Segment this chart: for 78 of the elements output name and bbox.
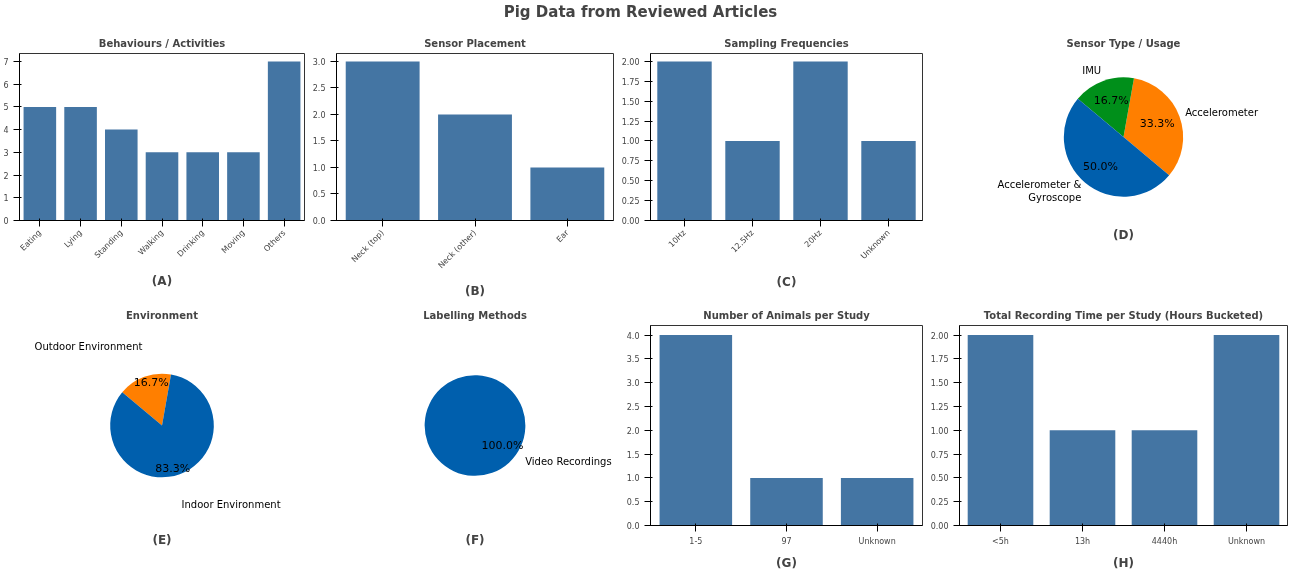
chart-title: Sampling Frequencies — [724, 37, 849, 49]
y-tick-label: 0.5 — [626, 498, 640, 508]
y-tick-label: 3.0 — [312, 57, 326, 67]
text: (A) — [151, 273, 173, 288]
y-tick-label: 3.0 — [626, 379, 640, 389]
text: (G) — [776, 555, 797, 570]
y-tick-label: 1.5 — [626, 450, 640, 460]
data-label: 16.7% — [133, 375, 169, 389]
y-tick-label: 2.00 — [621, 57, 640, 67]
y-tick-label: 1.75 — [930, 355, 949, 365]
chart-title: Environment — [126, 309, 199, 321]
y-tick-label: 0.75 — [930, 450, 949, 460]
y-tick-label: 1.5 — [312, 137, 326, 147]
data-label: 16.7% — [1093, 94, 1129, 108]
y-tick-label: 0.0 — [312, 217, 326, 226]
chart-title: Sensor Placement — [424, 37, 527, 49]
text: (B) — [464, 283, 486, 298]
x-tick-label: Unknown — [858, 536, 896, 546]
y-tick-label: 0.00 — [621, 217, 640, 226]
chart-title: Behaviours / Activities — [98, 37, 226, 49]
y-tick-label: 2.0 — [312, 110, 326, 120]
x-tick-label: 1-5 — [689, 536, 703, 546]
y-tick-label: 7 — [3, 57, 9, 67]
y-tick-label: 4 — [3, 126, 9, 136]
slice-label: Accelerometer — [1185, 107, 1259, 119]
chart-title: Number of Animals per Study — [703, 309, 871, 321]
text: (C) — [776, 274, 797, 289]
slice-label: Accelerometer & Gyroscope — [997, 179, 1082, 204]
text: (H) — [1112, 555, 1135, 570]
y-tick-label: 2 — [3, 171, 9, 181]
y-tick-label: 1 — [3, 194, 9, 204]
slice-label: Video Recordings — [525, 455, 612, 467]
text: Pig Data from Reviewed Articles — [503, 2, 778, 21]
data-label: 83.3% — [155, 462, 191, 476]
y-tick-label: 0.50 — [621, 177, 640, 187]
x-tick-label: 97 — [781, 536, 792, 546]
y-tick-label: 1.0 — [312, 163, 326, 173]
x-tick-label: Unknown — [1227, 536, 1266, 546]
y-tick-label: 0.00 — [930, 522, 949, 531]
y-tick-label: 1.25 — [930, 402, 949, 412]
y-tick-label: 0.5 — [312, 190, 326, 200]
chart-title: Sensor Type / Usage — [1066, 37, 1181, 49]
y-tick-label: 0.0 — [626, 522, 640, 531]
y-tick-label: 6 — [3, 80, 9, 90]
y-tick-label: 1.00 — [930, 426, 949, 436]
y-tick-label: 2.0 — [626, 426, 640, 436]
slice-label: Outdoor Environment — [34, 340, 143, 352]
y-tick-label: 0.25 — [930, 498, 949, 508]
x-tick-label: <5h — [992, 536, 1009, 546]
data-label: 50.0% — [1083, 160, 1118, 174]
y-tick-label: 0.75 — [621, 157, 640, 167]
y-tick-label: 4.0 — [626, 331, 640, 341]
slice-label: IMU — [1082, 65, 1102, 77]
y-tick-label: 3 — [3, 148, 9, 158]
y-tick-label: 1.50 — [930, 379, 949, 389]
y-tick-label: 1.00 — [621, 137, 640, 147]
y-tick-label: 3.5 — [626, 355, 640, 365]
y-tick-label: 2.5 — [626, 402, 640, 412]
text: (F) — [465, 532, 485, 547]
y-tick-label: 5 — [3, 103, 9, 113]
data-label: 33.3% — [1139, 117, 1175, 131]
y-tick-label: 0.50 — [930, 474, 949, 484]
chart-title: Total Recording Time per Study (Hours Bucketed) — [983, 309, 1264, 321]
y-tick-label: 0 — [3, 217, 9, 226]
slice-label: Indoor Environment — [181, 499, 281, 511]
y-tick-label: 0.25 — [621, 197, 640, 207]
y-tick-label: 1.75 — [621, 77, 640, 87]
y-tick-label: 1.25 — [621, 117, 640, 127]
x-tick-label: 13h — [1074, 536, 1091, 546]
chart-title: Labelling Methods — [423, 309, 527, 321]
y-tick-label: 1.0 — [626, 474, 640, 484]
y-tick-label: 1.50 — [621, 97, 640, 107]
text: (E) — [152, 532, 172, 547]
x-tick-label: Ear — [554, 227, 572, 245]
x-tick-label: 4440h — [1151, 536, 1178, 546]
text: (D) — [1113, 227, 1134, 242]
y-tick-label: 2.00 — [930, 331, 949, 341]
y-tick-label: 2.5 — [312, 84, 326, 94]
